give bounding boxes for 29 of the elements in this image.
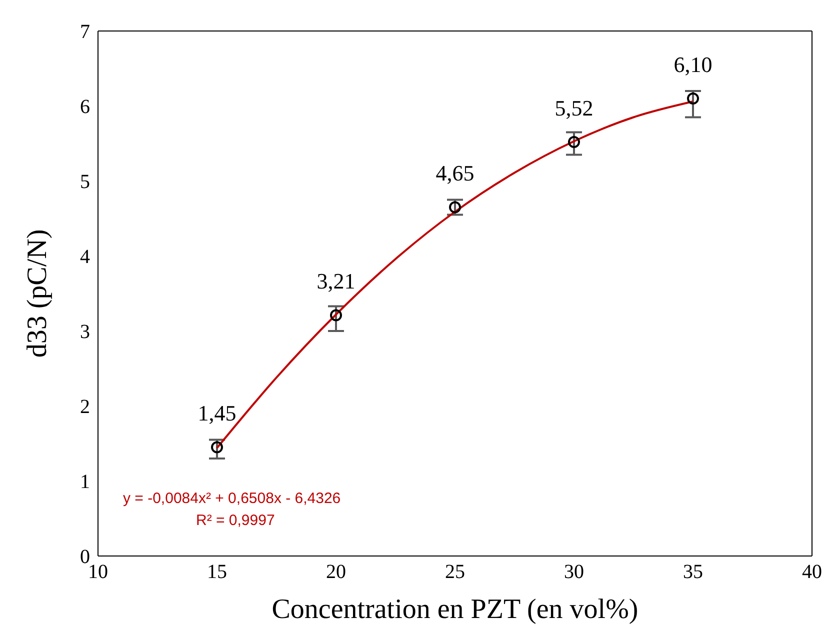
y-tick-label: 1 [80,471,90,494]
y-tick-label: 7 [80,21,90,44]
x-tick-label: 20 [326,561,346,584]
annotation: R² = 0,9997 [196,512,275,529]
y-tick-label: 3 [80,321,90,344]
annotation: y = -0,0084x² + 0,6508x - 6,4326 [123,490,341,507]
data-label: 6,10 [674,52,712,77]
x-tick-label: 10 [88,561,108,584]
point [211,441,223,454]
y-tick-label: 6 [80,96,90,118]
x-tick-label: 25 [445,561,465,584]
data-label: 5,52 [554,95,594,120]
data-label: 1,45 [198,400,236,426]
x-axis-title: Concentration en PZT (en vol%) [272,594,638,625]
x-tick-label: 35 [683,561,703,584]
point [330,309,342,322]
data-label: 3,21 [316,268,356,294]
point [449,201,461,214]
point [568,136,580,148]
x-tick-label: 15 [207,561,227,584]
y-tick-label: 5 [80,171,90,194]
point [687,92,699,104]
data-label: 4,65 [436,160,474,186]
y-tick-label: 0 [80,546,90,568]
y-axis-title: d33 (pC/N) [22,229,53,358]
x-tick-label: 30 [564,561,584,584]
y-tick-label: 2 [80,396,90,418]
y-tick-label: 4 [80,246,90,268]
x-tick-label: 40 [802,561,822,584]
